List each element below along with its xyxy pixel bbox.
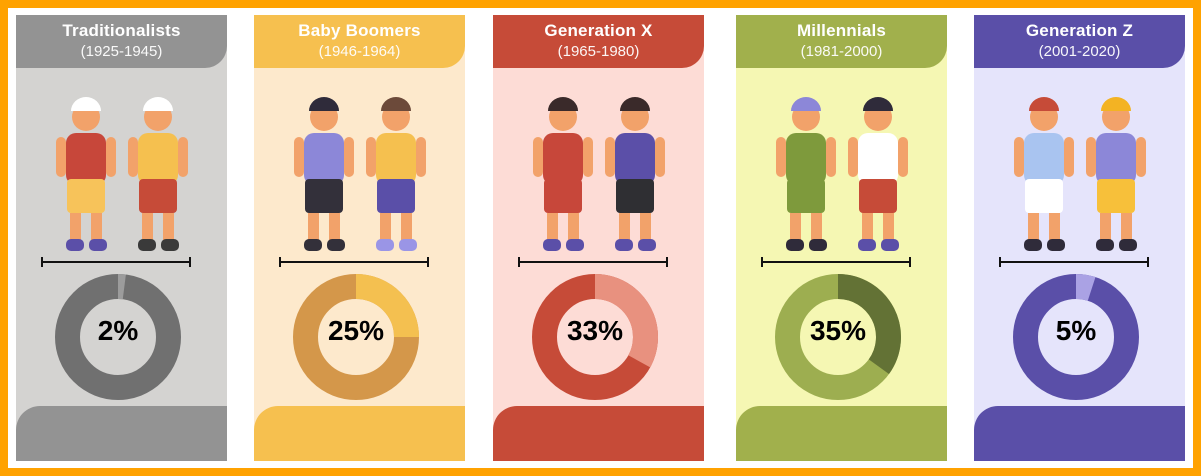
panel-baby-boomers: Baby Boomers (1946-1964) 25% xyxy=(254,15,465,461)
panel-header: Millennials (1981-2000) xyxy=(736,15,947,68)
percent-label: 2% xyxy=(97,315,139,346)
donut-chart xyxy=(1013,274,1139,400)
panel-footer xyxy=(493,406,704,461)
person-figure xyxy=(56,97,116,251)
generation-name: Traditionalists xyxy=(62,21,181,40)
percent-label: 33% xyxy=(566,315,624,346)
generation-illustration xyxy=(776,97,908,251)
divider-line xyxy=(41,257,191,267)
generation-name: Generation Z xyxy=(1025,21,1134,40)
generation-years: (1925-1945) xyxy=(80,43,163,60)
percent-label: 35% xyxy=(809,315,867,346)
person-figure xyxy=(366,97,426,251)
generation-illustration xyxy=(1014,97,1146,251)
person-figure xyxy=(128,97,188,251)
panel-header: Generation Z (2001-2020) xyxy=(974,15,1185,68)
person-figure xyxy=(848,97,908,251)
donut-chart xyxy=(775,274,901,400)
panel-header: Generation X (1965-1980) xyxy=(493,15,704,68)
generation-illustration xyxy=(56,97,188,251)
donut-segment-generation-z xyxy=(1075,274,1096,301)
donut-segment-generation-x xyxy=(594,274,658,368)
divider-line xyxy=(518,257,668,267)
percent-label: 25% xyxy=(327,315,385,346)
panel-generation-x: Generation X (1965-1980) 33% xyxy=(493,15,704,461)
donut-chart xyxy=(55,274,181,400)
panel-generation-z: Generation Z (2001-2020) 5% xyxy=(974,15,1185,461)
generation-name: Millennials xyxy=(796,21,887,40)
divider-line xyxy=(999,257,1149,267)
person-figure xyxy=(605,97,665,251)
generation-years: (1965-1980) xyxy=(557,43,640,60)
panel-footer xyxy=(736,406,947,461)
donut-chart xyxy=(532,274,658,400)
person-figure xyxy=(1086,97,1146,251)
percent-label: 5% xyxy=(1055,315,1097,346)
donut-chart xyxy=(293,274,419,400)
person-figure xyxy=(1014,97,1074,251)
panel-footer xyxy=(16,406,227,461)
panel-traditionalists: Traditionalists (1925-1945) 2% xyxy=(16,15,227,461)
panel-millennials: Millennials (1981-2000) 35% xyxy=(736,15,947,461)
generation-illustration xyxy=(294,97,426,251)
generation-years: (2001-2020) xyxy=(1038,43,1121,60)
donut-segment-millennials xyxy=(837,274,901,375)
panel-footer xyxy=(974,406,1185,461)
panel-footer xyxy=(254,406,465,461)
generation-illustration xyxy=(533,97,665,251)
person-figure xyxy=(776,97,836,251)
donut-segment-baby-boomers xyxy=(355,274,419,338)
divider-line xyxy=(761,257,911,267)
person-figure xyxy=(294,97,354,251)
generation-years: (1981-2000) xyxy=(800,43,883,60)
panel-header: Traditionalists (1925-1945) xyxy=(16,15,227,68)
generation-name: Generation X xyxy=(544,21,653,40)
generation-years: (1946-1964) xyxy=(318,43,401,60)
panel-header: Baby Boomers (1946-1964) xyxy=(254,15,465,68)
generation-name: Baby Boomers xyxy=(298,21,421,40)
person-figure xyxy=(533,97,593,251)
divider-line xyxy=(279,257,429,267)
